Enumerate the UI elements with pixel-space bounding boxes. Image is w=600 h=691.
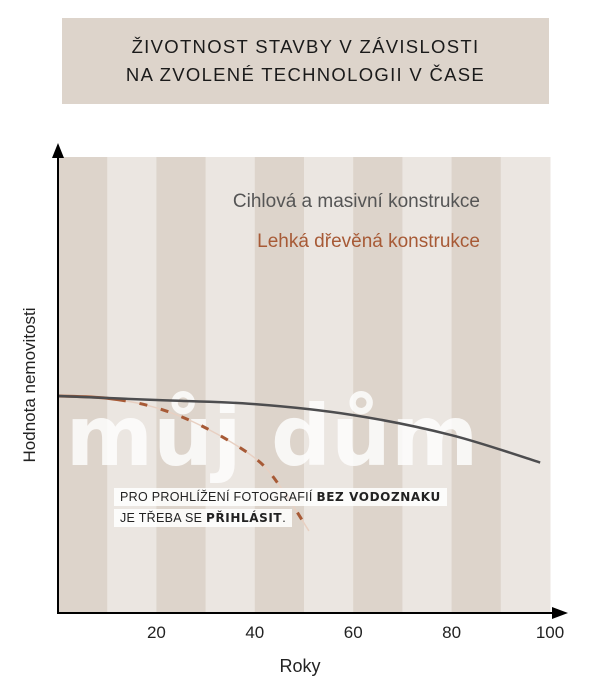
chart-title: ŽIVOTNOST STAVBY V ZÁVISLOSTI NA ZVOLENÉ…: [62, 18, 549, 104]
x-tick-label: 80: [442, 623, 461, 642]
title-line-2: NA ZVOLENÉ TECHNOLOGII V ČASE: [125, 64, 486, 85]
x-tick-label: 100: [536, 623, 564, 642]
grid-band: [156, 157, 207, 613]
x-axis-arrow: [552, 607, 568, 619]
y-axis-label: Hodnota nemovitosti: [20, 308, 39, 463]
title-line-1: ŽIVOTNOST STAVBY V ZÁVISLOSTI: [131, 36, 480, 57]
watermark-logo: můj dům: [66, 387, 479, 485]
grid-band: [107, 157, 157, 613]
grid-band: [353, 157, 403, 613]
grid-band: [451, 157, 502, 613]
login-link[interactable]: PŘIHLÁSIT: [206, 511, 283, 525]
grid-band: [402, 157, 453, 613]
grid-band: [58, 157, 108, 613]
x-tick-label: 20: [147, 623, 166, 642]
x-tick-label: 60: [344, 623, 363, 642]
grid-band: [254, 157, 305, 613]
legend-brick: Cihlová a masivní konstrukce: [233, 191, 480, 212]
x-axis-label: Roky: [279, 656, 320, 676]
grid-band: [205, 157, 256, 613]
watermark-notice: PRO PROHLÍŽENÍ FOTOGRAFIÍ BEZ VODOZNAKU …: [114, 488, 447, 530]
x-tick-label: 40: [245, 623, 264, 642]
y-axis-arrow: [52, 143, 64, 158]
grid-band: [500, 157, 551, 613]
legend-wood: Lehká dřevěná konstrukce: [257, 231, 480, 252]
series-brick-line: [57, 394, 541, 464]
grid-band: [304, 157, 354, 613]
